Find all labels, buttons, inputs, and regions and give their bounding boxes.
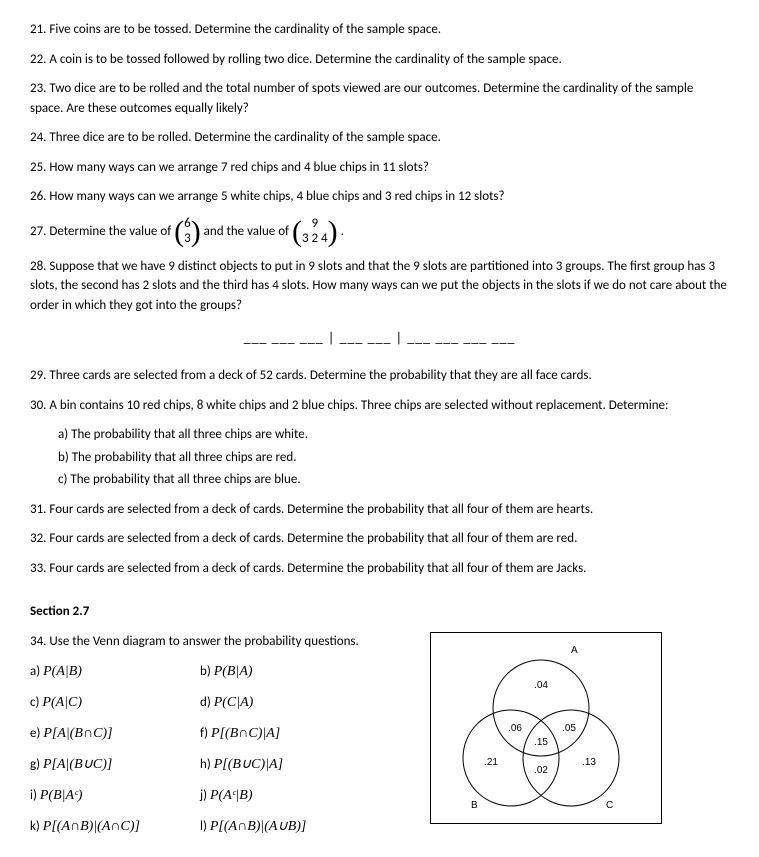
svg-text:.21: .21 bbox=[484, 757, 498, 768]
expr-i-val: P(B|Aᶜ) bbox=[40, 788, 83, 803]
question-34: 34. Use the Venn diagram to answer the p… bbox=[30, 632, 400, 652]
question-27: 27. Determine the value of (63) and the … bbox=[30, 217, 729, 247]
binomial-1: (63) bbox=[174, 217, 201, 247]
expr-b: b) P(B|A) bbox=[200, 661, 400, 682]
expr-a-val: P(A|B) bbox=[43, 664, 82, 679]
section-heading: Section 2.7 bbox=[30, 602, 729, 622]
expr-i: i) P(B|Aᶜ) bbox=[30, 785, 200, 806]
expr-b-val: P(B|A) bbox=[214, 664, 253, 679]
expr-d: d) P(C|A) bbox=[200, 692, 400, 713]
question-34-layout: 34. Use the Venn diagram to answer the p… bbox=[30, 632, 729, 838]
question-28: 28. Suppose that we have 9 distinct obje… bbox=[30, 257, 729, 316]
expr-f: f) P[(B∩C)|A] bbox=[200, 723, 400, 744]
q27-mid: and the value of bbox=[204, 224, 292, 239]
q30-item-a: a) The probability that all three chips … bbox=[58, 425, 729, 445]
label-l: l) bbox=[200, 819, 210, 834]
svg-text:C: C bbox=[606, 800, 613, 811]
expr-a: a) P(A|B) bbox=[30, 661, 200, 682]
svg-text:.02: .02 bbox=[534, 765, 548, 776]
label-a: a) bbox=[30, 664, 43, 679]
binom2-bot: 3 2 4 bbox=[302, 231, 328, 246]
label-k: k) bbox=[30, 819, 43, 834]
expr-g-val: P[A|(B∪C)] bbox=[43, 757, 112, 772]
expr-e-val: P[A|(B∩C)] bbox=[43, 726, 112, 741]
label-j: j) bbox=[200, 788, 210, 803]
question-23: 23. Two dice are to be rolled and the to… bbox=[30, 79, 729, 118]
label-g: g) bbox=[30, 757, 43, 772]
label-c: c) bbox=[30, 695, 42, 710]
q30-item-c: c) The probability that all three chips … bbox=[58, 470, 729, 490]
q27-pre: 27. Determine the value of bbox=[30, 224, 174, 239]
svg-text:.13: .13 bbox=[582, 757, 596, 768]
expr-h: h) P[(B∪C)|A] bbox=[200, 754, 400, 775]
venn-svg: A B C .04 .06 .05 .15 .21 .02 .13 bbox=[431, 633, 661, 823]
question-22: 22. A coin is to be tossed followed by r… bbox=[30, 50, 729, 70]
question-25: 25. How many ways can we arrange 7 red c… bbox=[30, 158, 729, 178]
expr-e: e) P[A|(B∩C)] bbox=[30, 723, 200, 744]
slot-blanks: ___ ___ ___ | ___ ___ | ___ ___ ___ ___ bbox=[30, 327, 729, 348]
q27-post: . bbox=[341, 224, 344, 239]
expr-g: g) P[A|(B∪C)] bbox=[30, 754, 200, 775]
label-b: b) bbox=[200, 664, 214, 679]
expr-d-val: P(C|A) bbox=[214, 695, 254, 710]
question-31: 31. Four cards are selected from a deck … bbox=[30, 500, 729, 520]
question-24: 24. Three dice are to be rolled. Determi… bbox=[30, 128, 729, 148]
question-30-list: a) The probability that all three chips … bbox=[58, 425, 729, 490]
expr-c-val: P(A|C) bbox=[42, 695, 82, 710]
q30-item-b: b) The probability that all three chips … bbox=[58, 448, 729, 468]
binomial-2: (93 2 4) bbox=[292, 217, 338, 247]
expr-k: k) P[(A∩B)|(A∩C)] bbox=[30, 816, 200, 837]
question-21: 21. Five coins are to be tossed. Determi… bbox=[30, 20, 729, 40]
expr-l-val: P[(A∩B)|(A∪B)] bbox=[210, 819, 307, 834]
label-h: h) bbox=[200, 757, 214, 772]
svg-text:.15: .15 bbox=[534, 737, 548, 748]
label-d: d) bbox=[200, 695, 214, 710]
label-i: i) bbox=[30, 788, 40, 803]
svg-text:.05: .05 bbox=[562, 723, 576, 734]
expr-f-val: P[(B∩C)|A] bbox=[211, 726, 280, 741]
svg-text:.06: .06 bbox=[508, 723, 522, 734]
binom1-bot: 3 bbox=[184, 231, 191, 246]
svg-text:B: B bbox=[471, 800, 478, 811]
expr-j: j) P(Aᶜ|B) bbox=[200, 785, 400, 806]
question-26: 26. How many ways can we arrange 5 white… bbox=[30, 187, 729, 207]
venn-diagram: A B C .04 .06 .05 .15 .21 .02 .13 bbox=[430, 632, 662, 824]
question-33: 33. Four cards are selected from a deck … bbox=[30, 559, 729, 579]
expr-c: c) P(A|C) bbox=[30, 692, 200, 713]
question-30: 30. A bin contains 10 red chips, 8 white… bbox=[30, 396, 729, 416]
expr-l: l) P[(A∩B)|(A∪B)] bbox=[200, 816, 400, 837]
binom1-top: 6 bbox=[184, 216, 191, 231]
label-e: e) bbox=[30, 726, 43, 741]
expr-k-val: P[(A∩B)|(A∩C)] bbox=[43, 819, 140, 834]
binom2-top: 9 bbox=[312, 216, 319, 231]
svg-text:A: A bbox=[571, 645, 578, 656]
question-32: 32. Four cards are selected from a deck … bbox=[30, 529, 729, 549]
label-f: f) bbox=[200, 726, 211, 741]
question-34-left: 34. Use the Venn diagram to answer the p… bbox=[30, 632, 400, 838]
expression-grid: a) P(A|B) b) P(B|A) c) P(A|C) d) P(C|A) … bbox=[30, 661, 400, 837]
expr-h-val: P[(B∪C)|A] bbox=[214, 757, 283, 772]
expr-j-val: P(Aᶜ|B) bbox=[210, 788, 253, 803]
question-29: 29. Three cards are selected from a deck… bbox=[30, 366, 729, 386]
svg-text:.04: .04 bbox=[534, 680, 548, 691]
